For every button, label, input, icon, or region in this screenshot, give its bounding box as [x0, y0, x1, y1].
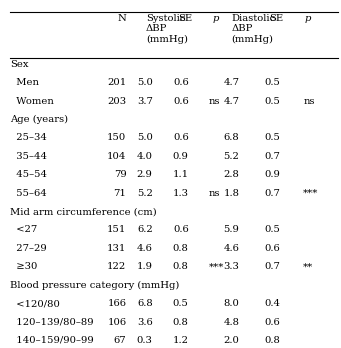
Text: 5.0: 5.0	[137, 133, 153, 142]
Text: Mid arm circumference (cm): Mid arm circumference (cm)	[10, 207, 157, 216]
Text: 0.7: 0.7	[264, 262, 280, 271]
Text: <120/80: <120/80	[10, 299, 60, 308]
Text: SE: SE	[269, 14, 284, 23]
Text: 0.8: 0.8	[173, 318, 189, 326]
Text: 4.6: 4.6	[137, 244, 153, 253]
Text: 4.8: 4.8	[223, 318, 239, 326]
Text: ≥30: ≥30	[10, 262, 38, 271]
Text: 8.0: 8.0	[223, 299, 239, 308]
Text: 5.2: 5.2	[137, 189, 153, 198]
Text: 1.2: 1.2	[173, 336, 189, 345]
Text: 201: 201	[107, 78, 127, 87]
Text: 0.6: 0.6	[265, 244, 280, 253]
Text: ns: ns	[208, 189, 220, 198]
Text: 0.8: 0.8	[173, 262, 189, 271]
Text: ns: ns	[208, 97, 220, 105]
Text: Sex: Sex	[10, 60, 29, 69]
Text: 0.5: 0.5	[264, 133, 280, 142]
Text: 131: 131	[107, 244, 127, 253]
Text: Diastolic
ΔBP
(mmHg): Diastolic ΔBP (mmHg)	[231, 14, 276, 44]
Text: SE: SE	[178, 14, 192, 23]
Text: 5.0: 5.0	[137, 78, 153, 87]
Text: 3.3: 3.3	[223, 262, 239, 271]
Text: 120–139/80–89: 120–139/80–89	[10, 318, 94, 326]
Text: 4.7: 4.7	[223, 97, 239, 105]
Text: 140–159/90–99: 140–159/90–99	[10, 336, 94, 345]
Text: ***: ***	[303, 189, 318, 198]
Text: 0.6: 0.6	[173, 97, 189, 105]
Text: 55–64: 55–64	[10, 189, 47, 198]
Text: Women: Women	[10, 97, 54, 105]
Text: 45–54: 45–54	[10, 170, 47, 179]
Text: 25–34: 25–34	[10, 133, 47, 142]
Text: 1.9: 1.9	[137, 262, 153, 271]
Text: 27–29: 27–29	[10, 244, 47, 253]
Text: 6.8: 6.8	[137, 299, 153, 308]
Text: Blood pressure category (mmHg): Blood pressure category (mmHg)	[10, 281, 180, 290]
Text: **: **	[303, 262, 313, 271]
Text: 150: 150	[107, 133, 127, 142]
Text: 104: 104	[107, 152, 127, 161]
Text: N: N	[118, 14, 127, 23]
Text: 1.1: 1.1	[173, 170, 189, 179]
Text: 0.6: 0.6	[173, 226, 189, 235]
Text: 3.6: 3.6	[137, 318, 153, 326]
Text: 0.6: 0.6	[173, 133, 189, 142]
Text: 4.7: 4.7	[223, 78, 239, 87]
Text: 0.3: 0.3	[137, 336, 153, 345]
Text: 0.5: 0.5	[264, 226, 280, 235]
Text: ***: ***	[208, 262, 224, 271]
Text: 35–44: 35–44	[10, 152, 47, 161]
Text: 1.8: 1.8	[223, 189, 239, 198]
Text: p: p	[304, 14, 311, 23]
Text: ns: ns	[303, 97, 315, 105]
Text: 2.8: 2.8	[223, 170, 239, 179]
Text: 2.9: 2.9	[137, 170, 153, 179]
Text: 0.5: 0.5	[173, 299, 189, 308]
Text: Age (years): Age (years)	[10, 115, 68, 124]
Text: 0.4: 0.4	[264, 299, 280, 308]
Text: 0.8: 0.8	[173, 244, 189, 253]
Text: 5.2: 5.2	[223, 152, 239, 161]
Text: 0.5: 0.5	[264, 78, 280, 87]
Text: 0.8: 0.8	[264, 336, 280, 345]
Text: 0.7: 0.7	[264, 189, 280, 198]
Text: 151: 151	[107, 226, 127, 235]
Text: 6.8: 6.8	[224, 133, 239, 142]
Text: 71: 71	[114, 189, 127, 198]
Text: 0.6: 0.6	[173, 78, 189, 87]
Text: 4.6: 4.6	[223, 244, 239, 253]
Text: 203: 203	[107, 97, 127, 105]
Text: 166: 166	[107, 299, 127, 308]
Text: 2.0: 2.0	[223, 336, 239, 345]
Text: 6.2: 6.2	[137, 226, 153, 235]
Text: 0.6: 0.6	[265, 318, 280, 326]
Text: p: p	[212, 14, 219, 23]
Text: 106: 106	[107, 318, 127, 326]
Text: 0.9: 0.9	[264, 170, 280, 179]
Text: Systolic
ΔBP
(mmHg): Systolic ΔBP (mmHg)	[146, 14, 188, 44]
Text: 0.5: 0.5	[264, 97, 280, 105]
Text: 0.9: 0.9	[173, 152, 189, 161]
Text: 1.3: 1.3	[173, 189, 189, 198]
Text: 3.7: 3.7	[137, 97, 153, 105]
Text: 122: 122	[107, 262, 127, 271]
Text: 4.0: 4.0	[137, 152, 153, 161]
Text: Men: Men	[10, 78, 39, 87]
Text: 67: 67	[114, 336, 127, 345]
Text: 79: 79	[114, 170, 127, 179]
Text: 5.9: 5.9	[223, 226, 239, 235]
Text: <27: <27	[10, 226, 38, 235]
Text: 0.7: 0.7	[264, 152, 280, 161]
